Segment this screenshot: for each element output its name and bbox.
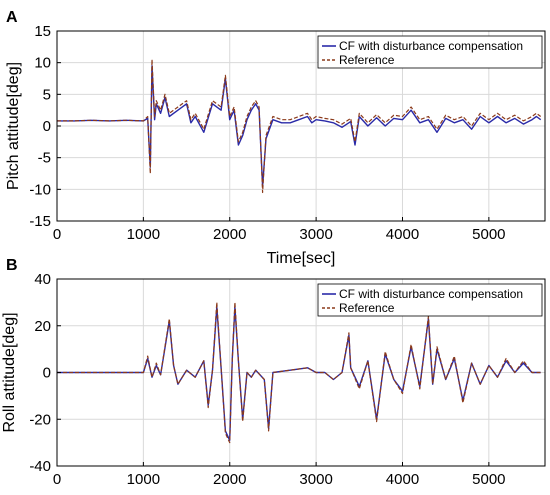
x-tick-label: 2000 xyxy=(213,471,246,488)
y-tick-label: -40 xyxy=(29,458,51,475)
y-tick-label: 20 xyxy=(34,318,51,335)
series-line-cf-compensation xyxy=(57,65,542,187)
x-tick-label: 2000 xyxy=(213,226,246,243)
legend-entry: CF with disturbance compensation xyxy=(339,39,523,53)
panel-label: B xyxy=(6,257,18,274)
x-tick-label: 0 xyxy=(53,471,61,488)
y-tick-label: -15 xyxy=(29,213,51,230)
x-tick-label: 3000 xyxy=(299,226,332,243)
legend: CF with disturbance compensationReferenc… xyxy=(317,283,543,317)
x-tick-label: 4000 xyxy=(386,471,419,488)
panel-label: A xyxy=(6,9,18,26)
y-tick-label: 40 xyxy=(34,271,51,288)
y-tick-label: 5 xyxy=(43,86,51,103)
x-axis-label: Time[sec] xyxy=(267,250,336,267)
series-line-reference xyxy=(57,301,541,444)
x-tick-label: 4000 xyxy=(386,226,419,243)
legend-box xyxy=(317,35,543,69)
y-tick-label: -5 xyxy=(38,150,51,167)
x-tick-label: 5000 xyxy=(472,471,505,488)
x-tick-label: 0 xyxy=(53,226,61,243)
chart-panel-a: 0 1000 2000 3000 4000 5000 -15 -10 -5 0 5 10 15 Pitch… xyxy=(5,9,546,267)
series-line-reference xyxy=(57,58,542,194)
y-tick-label: 10 xyxy=(34,55,51,72)
x-tick-label: 1000 xyxy=(127,471,160,488)
legend-entry: Reference xyxy=(339,301,395,315)
chart-panel-b: 0 1000 2000 3000 4000 5000 -40 -20 0 20 40 Roll att… xyxy=(1,257,546,488)
y-axis-label: Roll attitude[deg] xyxy=(1,312,18,432)
y-tick-label: -20 xyxy=(29,411,51,428)
legend-entry: Reference xyxy=(339,53,395,67)
legend-entry: CF with disturbance compensation xyxy=(339,287,523,301)
x-tick-label: 3000 xyxy=(299,471,332,488)
y-tick-label: -10 xyxy=(29,181,51,198)
legend-box xyxy=(317,283,543,317)
y-tick-label: 15 xyxy=(34,23,51,40)
y-axis-label: Pitch attitude[deg] xyxy=(5,62,22,190)
x-tick-label: 5000 xyxy=(472,226,505,243)
y-tick-label: 0 xyxy=(43,365,51,382)
y-tick-label: 0 xyxy=(43,118,51,135)
legend: CF with disturbance compensationReferenc… xyxy=(317,35,543,69)
x-tick-label: 1000 xyxy=(127,226,160,243)
